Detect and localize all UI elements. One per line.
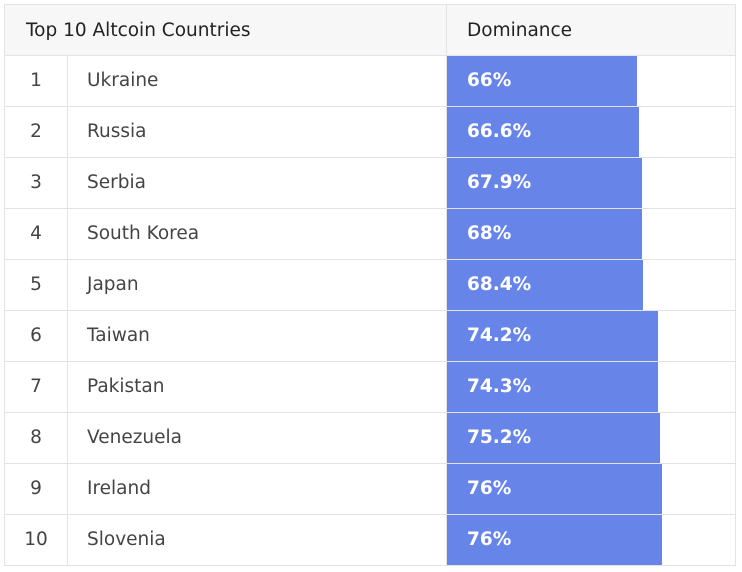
- dominance-value-label: 68.4%: [467, 274, 532, 295]
- dominance-bar: [447, 413, 660, 463]
- country-cell: Russia: [87, 121, 147, 142]
- table-header: Top 10 Altcoin Countries Dominance: [5, 5, 735, 56]
- dominance-bar: [447, 107, 639, 157]
- header-divider: [446, 5, 447, 56]
- country-cell: Slovenia: [87, 529, 166, 550]
- country-cell: South Korea: [87, 223, 200, 244]
- dominance-value-label: 76%: [467, 529, 512, 550]
- rank-cell: 10: [24, 529, 48, 550]
- rank-cell: 8: [30, 427, 42, 448]
- table-row: 7 Pakistan 74.3%: [5, 362, 735, 413]
- table-row: 6 Taiwan 74.2%: [5, 311, 735, 362]
- column-divider: [446, 515, 447, 565]
- rank-cell: 9: [30, 478, 42, 499]
- table-row: 5 Japan 68.4%: [5, 260, 735, 311]
- dominance-value-label: 76%: [467, 478, 512, 499]
- dominance-bar: [447, 515, 662, 565]
- column-divider: [446, 158, 447, 208]
- dominance-bar: [447, 158, 642, 208]
- dominance-bar: [447, 464, 662, 514]
- country-cell: Serbia: [87, 172, 146, 193]
- column-divider: [67, 362, 68, 412]
- dominance-bar: [447, 311, 658, 361]
- rank-cell: 5: [30, 274, 42, 295]
- table-row: 9 Ireland 76%: [5, 464, 735, 515]
- dominance-column-header: Dominance: [467, 20, 573, 41]
- column-divider: [67, 158, 68, 208]
- rank-cell: 7: [30, 376, 42, 397]
- country-cell: Venezuela: [87, 427, 183, 448]
- country-cell: Japan: [87, 274, 139, 295]
- dominance-value-label: 66%: [467, 70, 512, 91]
- table-title: Top 10 Altcoin Countries: [26, 20, 251, 41]
- dominance-value-label: 68%: [467, 223, 512, 244]
- dominance-value-label: 66.6%: [467, 121, 532, 142]
- rank-cell: 3: [30, 172, 42, 193]
- dominance-value-label: 75.2%: [467, 427, 532, 448]
- column-divider: [446, 260, 447, 310]
- dominance-value-label: 67.9%: [467, 172, 532, 193]
- table-row: 3 Serbia 67.9%: [5, 158, 735, 209]
- table-body: 1 Ukraine 66% 2 Russia 66.6% 3 Serbia 67.9% 4 Sout…: [5, 56, 735, 566]
- column-divider: [67, 515, 68, 565]
- rank-cell: 1: [30, 70, 42, 91]
- dominance-table: Top 10 Altcoin Countries Dominance 1 Ukra…: [4, 4, 736, 566]
- column-divider: [67, 209, 68, 259]
- rank-cell: 4: [30, 223, 42, 244]
- column-divider: [67, 56, 68, 106]
- rank-cell: 6: [30, 325, 42, 346]
- column-divider: [67, 260, 68, 310]
- dominance-value-label: 74.2%: [467, 325, 532, 346]
- country-cell: Ukraine: [87, 70, 159, 91]
- dominance-bar: [447, 209, 642, 259]
- rank-cell: 2: [30, 121, 42, 142]
- column-divider: [67, 311, 68, 361]
- column-divider: [67, 107, 68, 157]
- country-cell: Taiwan: [87, 325, 150, 346]
- country-cell: Pakistan: [87, 376, 165, 397]
- column-divider: [446, 362, 447, 412]
- table-row: 2 Russia 66.6%: [5, 107, 735, 158]
- country-cell: Ireland: [87, 478, 151, 499]
- column-divider: [446, 413, 447, 463]
- table-row: 8 Venezuela 75.2%: [5, 413, 735, 464]
- column-divider: [67, 413, 68, 463]
- column-divider: [446, 311, 447, 361]
- table-row: 4 South Korea 68%: [5, 209, 735, 260]
- table-row: 10 Slovenia 76%: [5, 515, 735, 566]
- column-divider: [446, 464, 447, 514]
- dominance-bar: [447, 260, 643, 310]
- dominance-bar: [447, 362, 658, 412]
- column-divider: [67, 464, 68, 514]
- column-divider: [446, 107, 447, 157]
- dominance-bar: [447, 56, 637, 106]
- column-divider: [446, 209, 447, 259]
- table-row: 1 Ukraine 66%: [5, 56, 735, 107]
- column-divider: [446, 56, 447, 106]
- dominance-value-label: 74.3%: [467, 376, 532, 397]
